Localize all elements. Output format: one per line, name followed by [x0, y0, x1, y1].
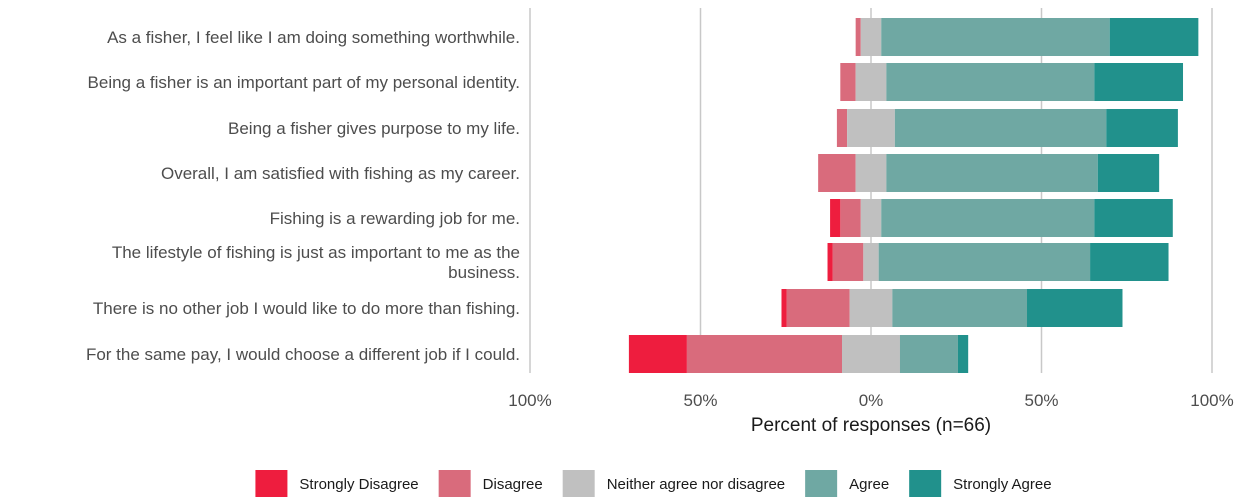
bar-segment-agree — [881, 199, 1095, 237]
x-tick-label: 50% — [683, 391, 717, 410]
x-tick-label: 50% — [1024, 391, 1058, 410]
legend-label: Neither agree nor disagree — [607, 476, 785, 493]
legend-item: Neither agree nor disagree — [562, 470, 785, 497]
bar-segment-disagree — [855, 18, 861, 56]
x-axis-title: Percent of responses (n=66) — [751, 415, 991, 436]
x-tick-labels: 100% 50% 0% 50% 100% — [508, 391, 1233, 410]
legend-label: Strongly Agree — [953, 476, 1051, 493]
bar-segment-strongly-agree — [957, 335, 969, 373]
bar-segment-strongly-disagree — [827, 243, 833, 281]
x-tick-label: 100% — [1190, 391, 1233, 410]
bar-segment-strongly-agree — [1106, 109, 1178, 147]
legend-swatch — [909, 470, 942, 497]
legend-item: Strongly Disagree — [255, 470, 419, 497]
bar-segment-agree — [894, 109, 1107, 147]
legend-label: Strongly Disagree — [299, 476, 418, 493]
legend-item: Agree — [805, 470, 889, 497]
bar-segment-disagree — [832, 243, 864, 281]
bar-segment-agree — [886, 154, 1098, 192]
bar-segment-strongly-disagree — [781, 289, 787, 327]
x-tick-label: 100% — [508, 391, 551, 410]
legend-swatch — [438, 470, 471, 497]
category-label: Overall, I am satisfied with fishing as … — [161, 164, 520, 183]
bar-segment-strongly-disagree — [628, 335, 687, 373]
bar-segment-neither-agree-nor-disagree — [860, 199, 882, 237]
category-label: Being a fisher gives purpose to my life. — [228, 119, 520, 138]
bar-segment-strongly-disagree — [830, 199, 841, 237]
legend-swatch — [562, 470, 595, 497]
bar-segment-disagree — [786, 289, 850, 327]
bar-segment-agree — [892, 289, 1028, 327]
bar-segment-neither-agree-nor-disagree — [849, 289, 893, 327]
category-label: Being a fisher is an important part of m… — [88, 73, 520, 92]
category-label: business. — [448, 263, 520, 282]
legend-label: Disagree — [483, 476, 543, 493]
category-labels: As a fisher, I feel like I am doing some… — [86, 28, 520, 364]
legend-item: Strongly Agree — [909, 470, 1052, 497]
category-label: Fishing is a rewarding job for me. — [270, 209, 520, 228]
bar-segment-neither-agree-nor-disagree — [855, 63, 887, 101]
bar-segment-strongly-agree — [1090, 243, 1169, 281]
bar-segment-strongly-agree — [1094, 63, 1184, 101]
legend-swatch — [255, 470, 288, 497]
bar-segment-disagree — [840, 63, 856, 101]
x-tick-label: 0% — [859, 391, 884, 410]
bar-segment-strongly-agree — [1094, 199, 1173, 237]
bar-segment-disagree — [836, 109, 848, 147]
bar-segment-disagree — [840, 199, 861, 237]
legend-swatch — [805, 470, 838, 497]
bar-segment-agree — [899, 335, 958, 373]
legend: Strongly Disagree Disagree Neither agree n… — [255, 470, 1052, 497]
bar-segment-strongly-agree — [1027, 289, 1123, 327]
category-label: As a fisher, I feel like I am doing some… — [107, 28, 520, 47]
bar-segment-agree — [881, 18, 1110, 56]
bar-segment-neither-agree-nor-disagree — [847, 109, 895, 147]
bar-segment-neither-agree-nor-disagree — [860, 18, 882, 56]
bar-segment-neither-agree-nor-disagree — [855, 154, 887, 192]
legend-label: Agree — [849, 476, 889, 493]
bar-segment-neither-agree-nor-disagree — [863, 243, 879, 281]
bar-segment-disagree — [686, 335, 843, 373]
bar-segment-agree — [886, 63, 1095, 101]
bar-segment-agree — [878, 243, 1091, 281]
bar-segment-strongly-agree — [1097, 154, 1160, 192]
category-label: For the same pay, I would choose a diffe… — [86, 345, 520, 364]
category-label: There is no other job I would like to do… — [93, 299, 520, 318]
bars — [628, 18, 1199, 373]
bar-segment-neither-agree-nor-disagree — [842, 335, 900, 373]
category-label: The lifestyle of fishing is just as impo… — [112, 243, 520, 262]
bar-segment-strongly-agree — [1109, 18, 1199, 56]
legend-item: Disagree — [438, 470, 543, 497]
bar-segment-disagree — [818, 154, 856, 192]
